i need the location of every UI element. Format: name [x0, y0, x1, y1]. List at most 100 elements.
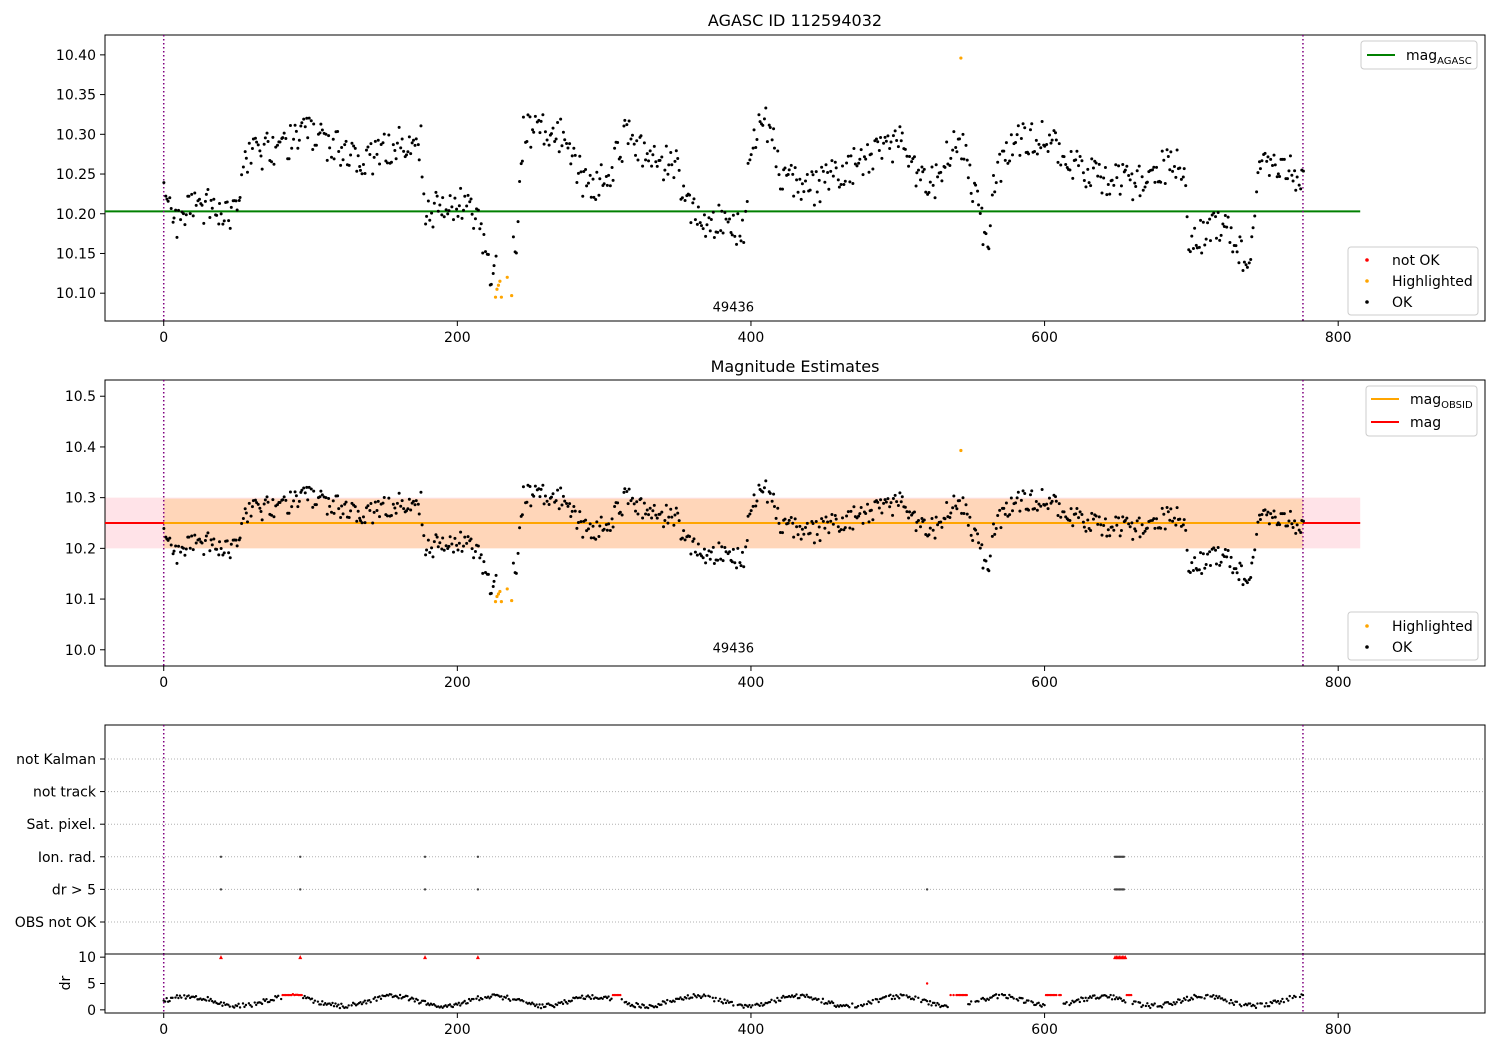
data-point: [1184, 184, 1188, 188]
data-point: [319, 489, 323, 493]
data-point: [585, 184, 589, 188]
dr-point: [1083, 999, 1086, 1003]
data-point: [278, 501, 282, 505]
data-point: [635, 500, 639, 504]
data-point: [849, 154, 853, 158]
data-point: [234, 538, 238, 542]
dr-point: [965, 993, 968, 997]
dr-point: [426, 1002, 430, 1005]
dr-point: [686, 994, 690, 997]
dr-point: [1225, 1000, 1228, 1003]
data-point: [1278, 175, 1282, 179]
data-point: [559, 117, 563, 121]
data-point: [802, 532, 806, 536]
data-point: [744, 209, 748, 213]
data-point: [194, 203, 198, 207]
dr-point: [243, 1005, 246, 1009]
data-point: [650, 164, 654, 168]
data-point: [1256, 520, 1260, 524]
data-point: [344, 139, 348, 143]
data-point: [993, 190, 997, 194]
data-point: [951, 506, 955, 510]
dr-point: [1254, 1006, 1258, 1010]
data-point: [409, 152, 413, 156]
dr-point: [695, 996, 698, 999]
data-point: [589, 536, 593, 540]
data-point: [320, 128, 324, 132]
data-point: [404, 153, 408, 157]
data-point: [877, 506, 881, 510]
data-point: [724, 217, 728, 221]
data-point: [599, 163, 603, 167]
data-point: [712, 235, 716, 239]
data-point: [1293, 169, 1297, 173]
data-point: [954, 504, 958, 508]
data-point: [768, 126, 772, 130]
data-point: [395, 141, 399, 145]
data-point: [461, 544, 465, 548]
data-point: [553, 139, 557, 143]
data-point: [712, 561, 716, 565]
data-point: [1023, 126, 1027, 130]
data-point: [594, 537, 598, 541]
data-point: [356, 154, 360, 158]
data-point: [980, 543, 984, 547]
data-point: [543, 130, 547, 134]
data-point: [945, 140, 949, 144]
data-point: [1021, 489, 1025, 493]
dr-point: [732, 1004, 735, 1007]
data-point: [620, 159, 624, 163]
data-point: [1087, 181, 1091, 185]
data-point: [660, 510, 664, 514]
data-point: [350, 141, 354, 145]
dr-point: [591, 994, 594, 997]
data-point: [978, 546, 982, 550]
dr-point: [933, 1001, 936, 1005]
data-point: [597, 193, 601, 197]
data-point: [259, 510, 263, 514]
data-point: [566, 504, 570, 508]
data-point: [586, 527, 590, 531]
data-point: [212, 197, 216, 201]
dr-point: [467, 997, 471, 1001]
data-point: [1004, 141, 1008, 145]
data-point: [177, 544, 181, 548]
highlighted-point: [499, 599, 503, 604]
data-point: [425, 214, 429, 218]
data-point: [1200, 571, 1204, 575]
dr-point: [462, 1001, 465, 1004]
dr-point: [820, 1001, 823, 1004]
data-point: [848, 526, 852, 530]
data-point: [194, 541, 198, 545]
data-point: [1219, 560, 1223, 564]
data-point: [1033, 149, 1037, 153]
data-point: [767, 123, 771, 127]
data-point: [689, 221, 693, 225]
data-point: [981, 566, 985, 570]
data-point: [1163, 181, 1167, 185]
dr-point: [1273, 999, 1277, 1002]
data-point: [451, 550, 455, 554]
data-point: [889, 140, 893, 144]
data-point: [707, 216, 711, 220]
highlighted-point: [498, 589, 502, 594]
data-point: [960, 157, 964, 161]
data-point: [249, 161, 253, 165]
data-point: [1108, 534, 1112, 538]
data-point: [647, 159, 651, 163]
dr-point: [829, 1001, 832, 1005]
dr-point: [441, 1006, 444, 1009]
dr-point: [279, 997, 283, 1001]
data-point: [468, 200, 472, 204]
data-point: [340, 504, 344, 508]
data-point: [630, 133, 634, 137]
data-point: [364, 148, 368, 152]
data-point: [457, 541, 461, 545]
dr-point: [723, 998, 726, 1001]
data-point: [402, 507, 406, 511]
dr-point: [457, 1001, 461, 1005]
data-point: [428, 550, 432, 554]
data-point: [1239, 239, 1243, 243]
data-point: [463, 535, 467, 539]
data-point: [473, 550, 477, 554]
